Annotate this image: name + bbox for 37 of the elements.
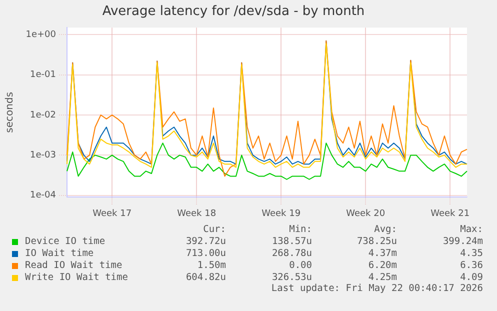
text: 604.82u (184, 272, 226, 283)
text: Last update: Fri May 22 00:40:17 2026 (270, 283, 483, 295)
x-tick-label: Week 17 (92, 208, 132, 219)
legend-label: Read IO Wait time (24, 260, 124, 271)
y-tick-label: 1e-01 (30, 70, 56, 80)
y-tick-label: 1e+00 (26, 30, 56, 40)
text: 268.78u (270, 248, 312, 259)
x-tick-label: Week 18 (177, 208, 216, 219)
text: 4.37m (367, 248, 397, 259)
text: 0.00 (288, 260, 312, 271)
y-tick-label: 1e-02 (30, 110, 56, 120)
y-tick-label: 1e-03 (30, 150, 56, 161)
text: 138.57u (270, 236, 312, 247)
text: Min: (288, 224, 312, 235)
text: 4.35 (459, 248, 483, 259)
legend-label: Write IO Wait time (24, 272, 129, 283)
y-axis-title: seconds (4, 92, 16, 133)
x-tick-label: Week 20 (346, 208, 386, 219)
text: 4.25m (367, 272, 397, 283)
text: 6.20m (367, 260, 397, 271)
text: 1.50m (196, 260, 226, 271)
text: 713.00u (184, 248, 226, 259)
x-tick-label: Week 19 (262, 208, 301, 219)
legend-label: Device IO time (24, 236, 106, 247)
text: 399.24m (442, 236, 483, 247)
text: 392.72u (184, 236, 226, 247)
y-tick-label: 1e-04 (30, 190, 56, 201)
text: 326.53u (270, 272, 312, 283)
legend-label: IO Wait time (24, 248, 95, 259)
chart-title: Average latency for /dev/sda - by month (102, 4, 365, 20)
text: 4.09 (459, 272, 483, 283)
x-tick-label: Week 21 (430, 208, 470, 219)
text: Cur: (202, 224, 226, 235)
text: 738.25u (356, 236, 397, 247)
text: Max: (459, 224, 483, 235)
text: Avg: (373, 224, 397, 235)
text: 6.36 (459, 260, 483, 271)
